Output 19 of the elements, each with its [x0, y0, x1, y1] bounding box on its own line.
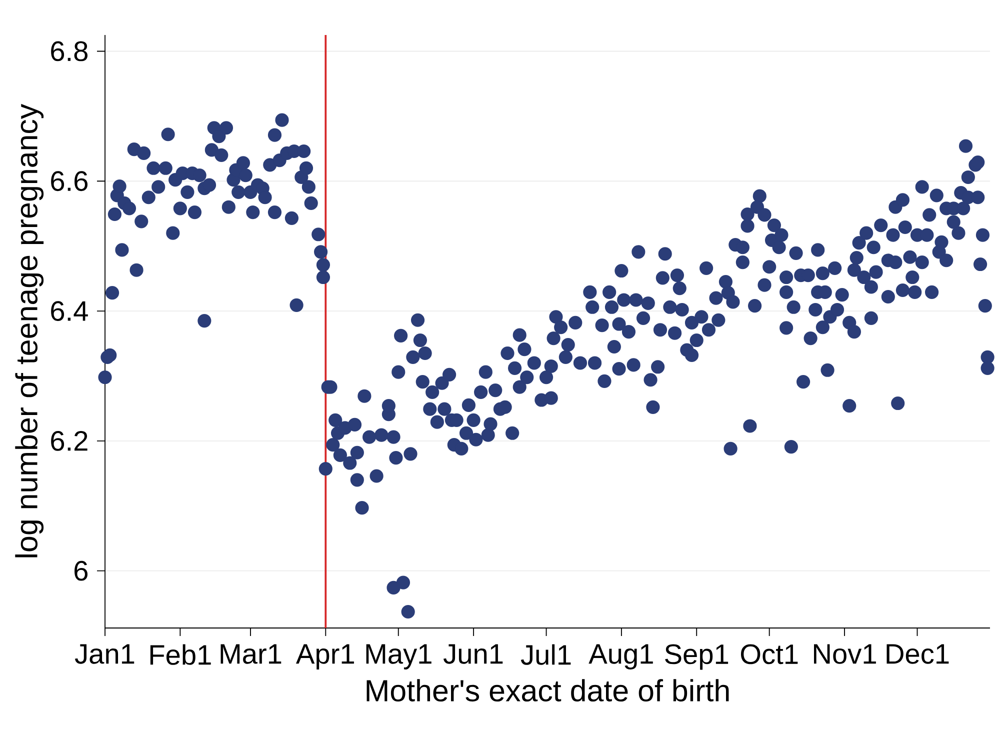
y-tick-label: 6: [74, 560, 88, 581]
x-tick-label: May1: [366, 644, 432, 670]
x-tick-label: Jul1: [520, 644, 571, 665]
y-tick-label: 6.4: [51, 301, 88, 321]
x-tick-label: Nov1: [814, 644, 876, 664]
x-tick-label: Aug1: [588, 644, 653, 670]
y-tick-label: 6.6: [51, 171, 88, 192]
x-tick-label: Dec1: [886, 644, 949, 664]
x-tick-label: Sep1: [665, 644, 728, 670]
y-tick-label: 6.8: [51, 41, 88, 62]
x-tick-label: Apr1: [296, 644, 354, 670]
y-axis-title: log number of teenage pregnancy: [15, 104, 44, 558]
x-tick-label: Mar1: [220, 644, 282, 664]
y-tick-label: 6.2: [51, 430, 88, 451]
x-tick-label: Oct1: [740, 644, 798, 664]
x-tick-label: Jun1: [444, 644, 503, 664]
x-tick-label: Jan1: [74, 644, 134, 664]
x-tick-label: Feb1: [150, 644, 211, 665]
x-axis-title: Mother's exact date of birth: [366, 679, 729, 702]
